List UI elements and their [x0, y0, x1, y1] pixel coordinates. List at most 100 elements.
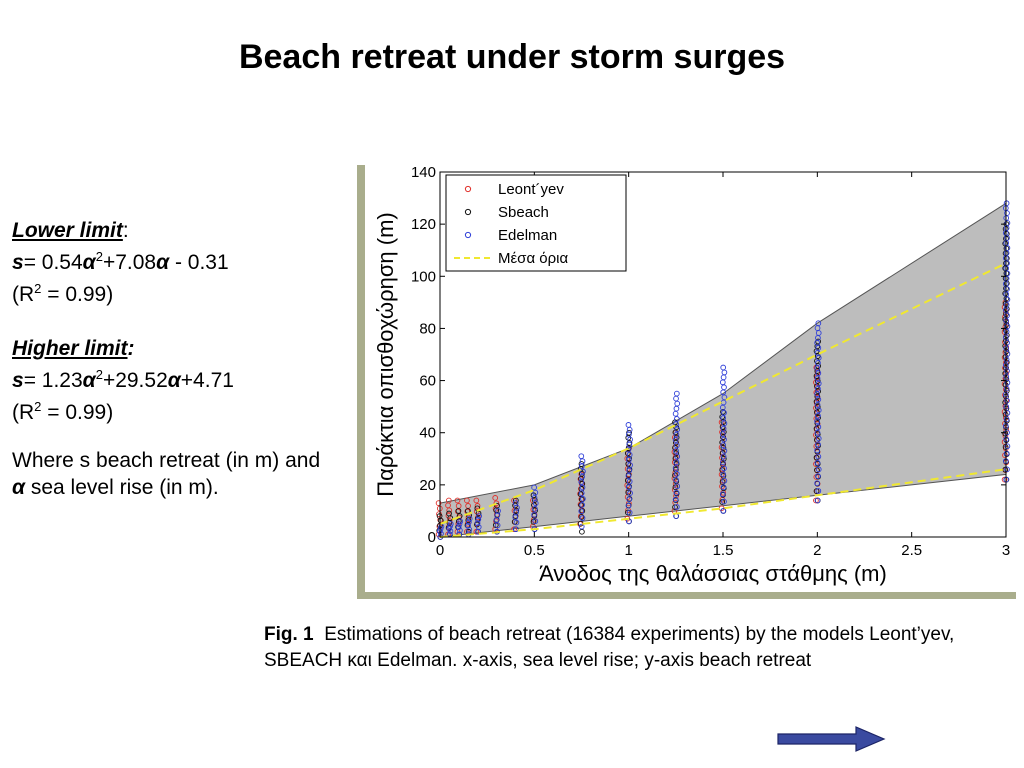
edelman-marker: [578, 523, 585, 530]
x-axis-label: Άνοδος της θαλάσσιας στάθμης (m): [539, 561, 887, 586]
edelman-marker: [626, 484, 632, 491]
edelman-marker: [815, 453, 822, 460]
edelman-marker: [1003, 416, 1010, 423]
sbeach-marker: [814, 393, 821, 400]
frame-rule-left: [357, 165, 365, 599]
lower-limit-colon: :: [122, 219, 129, 242]
edelman-marker: [1004, 286, 1010, 292]
edelman-marker: [1003, 385, 1010, 392]
lower-limit-r2: (R2 = 0.99): [12, 279, 332, 311]
y-tick-label: 60: [419, 373, 436, 390]
sbeach-marker: [578, 514, 585, 520]
right-arrow-icon[interactable]: [776, 726, 888, 752]
edelman-marker: [1004, 235, 1010, 241]
symbol-alpha: α: [12, 476, 26, 499]
y-tick-label: 120: [411, 216, 436, 233]
y-tick-label: 80: [419, 320, 436, 337]
edelman-marker: [1004, 296, 1011, 303]
edelman-marker: [532, 489, 539, 496]
symbol-alpha: α: [82, 251, 96, 274]
y-axis-label: Παράκτια οπισθοχώρηση (m): [373, 212, 398, 497]
edelman-marker: [626, 451, 633, 458]
edelman-marker: [475, 516, 482, 523]
edelman-marker: [674, 453, 681, 460]
edelman-marker: [578, 508, 585, 515]
edelman-marker: [815, 396, 822, 403]
edelman-marker: [532, 500, 539, 507]
sbeach-marker: [672, 439, 679, 446]
edelman-marker: [579, 473, 585, 480]
edelman-marker: [721, 384, 727, 391]
sbeach-marker: [720, 419, 727, 425]
sbeach-marker: [814, 404, 821, 410]
symbol-alpha: α: [167, 369, 181, 392]
edelman-marker: [1004, 410, 1011, 416]
edelman-marker: [531, 511, 537, 518]
edelman-marker: [457, 518, 464, 525]
higher-r2-value: = 0.99): [47, 401, 114, 424]
edelman-marker: [719, 459, 726, 466]
edelman-marker: [721, 465, 727, 472]
edelman-marker: [815, 466, 822, 473]
edelman-marker: [579, 458, 586, 465]
caption-text: Estimations of beach retreat (16384 expe…: [264, 624, 955, 671]
x-tick-label: 1: [624, 542, 632, 559]
edelman-marker: [720, 471, 727, 478]
x-tick-label: 2: [813, 542, 821, 559]
symbol-alpha: α: [82, 369, 96, 392]
edelman-marker: [1004, 368, 1010, 374]
leontyev-marker: [1001, 381, 1008, 387]
legend-label: Leont´yev: [498, 181, 564, 198]
edelman-marker: [466, 515, 473, 522]
edelman-marker: [673, 416, 680, 422]
edelman-marker: [1004, 339, 1010, 346]
edelman-marker: [532, 518, 539, 525]
leontyev-marker: [473, 528, 480, 535]
edelman-marker: [720, 442, 727, 448]
x-tick-label: 3: [1002, 542, 1010, 559]
edelman-marker: [674, 426, 681, 433]
edelman-marker: [814, 375, 821, 382]
sbeach-marker: [578, 486, 585, 492]
edelman-marker: [466, 519, 472, 525]
edelman-marker: [815, 412, 821, 419]
edelman-marker: [814, 418, 820, 425]
x-tick-label: 0.5: [524, 542, 545, 559]
y-tick-label: 0: [428, 529, 436, 546]
sbeach-marker: [815, 388, 821, 395]
edelman-marker: [447, 521, 454, 527]
edelman-marker: [672, 496, 679, 503]
sbeach-marker: [720, 409, 726, 415]
edelman-marker: [815, 370, 822, 377]
edelman-marker: [721, 420, 728, 427]
edelman-marker: [495, 508, 501, 514]
legend-marker-edelman: [464, 231, 472, 239]
leontyev-marker: [493, 500, 500, 507]
r-open: (R: [12, 401, 35, 424]
y-tick-label: 40: [419, 425, 436, 442]
edelman-marker: [674, 483, 681, 490]
edelman-marker: [815, 435, 822, 442]
leontyev-marker: [474, 503, 481, 509]
superscript-2: 2: [34, 281, 42, 296]
sbeach-marker: [814, 378, 821, 384]
x-tick-label: 1.5: [713, 542, 734, 559]
edelman-marker: [578, 453, 585, 460]
edelman-marker: [579, 502, 585, 508]
sbeach-marker: [579, 496, 585, 503]
edelman-marker: [721, 409, 727, 416]
edelman-marker: [580, 496, 586, 502]
legend-label: Μέσα όρια: [498, 250, 568, 267]
edelman-marker: [456, 521, 463, 528]
edelman-marker: [673, 477, 679, 483]
variable-description: Where s beach retreat (in m) and α sea l…: [12, 447, 332, 501]
r-open: (R: [12, 283, 35, 306]
sbeach-marker: [815, 414, 821, 421]
lower-r2-value: = 0.99): [47, 283, 114, 306]
leontyev-marker: [473, 508, 480, 515]
leontyev-marker: [445, 497, 452, 504]
mean-limit-line: [439, 262, 1007, 525]
legend-label: Sbeach: [498, 204, 549, 221]
leontyev-marker: [673, 493, 679, 499]
edelman-marker: [720, 425, 727, 432]
